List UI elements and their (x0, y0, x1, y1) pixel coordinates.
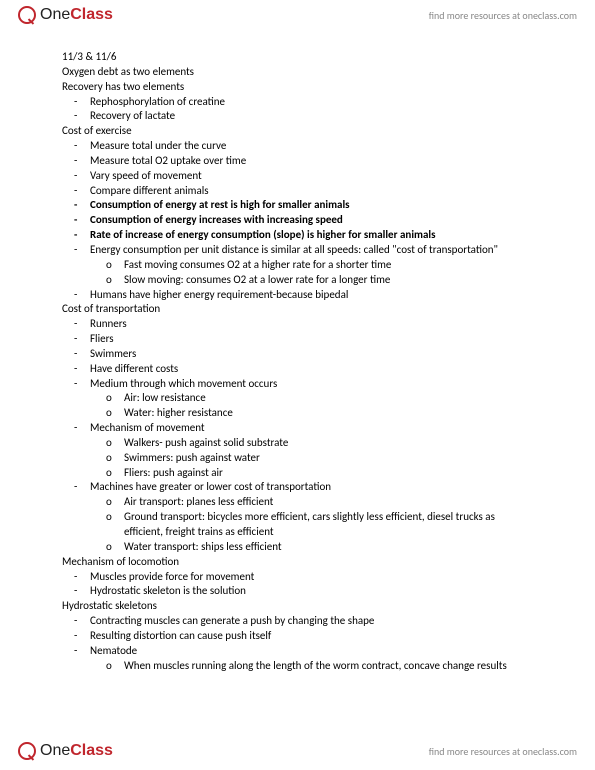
list-item: Machines have greater or lower cost of t… (90, 480, 533, 495)
list-item: Swimmers: push against water (124, 451, 533, 466)
list-recovery: Rephosphorylation of creatine Recovery o… (62, 95, 533, 125)
header: One Class find more resources at oneclas… (0, 0, 595, 30)
header-tagline: find more resources at oneclass.com (429, 9, 577, 22)
brand-class: Class (70, 742, 113, 760)
sublist: Fast moving consumes O2 at a higher rate… (90, 258, 533, 288)
list-cost-transport: Runners Fliers Swimmers Have different c… (62, 317, 533, 555)
list-mechanism-locomotion: Muscles provide force for movement Hydro… (62, 570, 533, 600)
list-item: Runners (90, 317, 533, 332)
list-item: Nematode (90, 644, 533, 659)
sublist: When muscles running along the length of… (90, 659, 533, 674)
list-item: Muscles provide force for movement (90, 570, 533, 585)
list-item: Measure total O2 uptake over time (90, 154, 533, 169)
brand-logo: One Class (18, 6, 113, 24)
brand-class: Class (70, 6, 113, 24)
list-item: Hydrostatic skeleton is the solution (90, 584, 533, 599)
list-item: Swimmers (90, 347, 533, 362)
heading-cost-exercise: Cost of exercise (62, 124, 533, 139)
date-header: 11/3 & 11/6 (62, 50, 533, 65)
list-item: Air transport: planes less efficient (124, 495, 533, 510)
list-item: Consumption of energy at rest is high fo… (90, 198, 533, 213)
list-item: Consumption of energy increases with inc… (90, 213, 533, 228)
list-item: Energy consumption per unit distance is … (90, 243, 533, 258)
list-item: Contracting muscles can generate a push … (90, 614, 533, 629)
footer: One Class find more resources at oneclas… (0, 736, 595, 766)
sublist: Walkers- push against solid substrate Sw… (90, 436, 533, 481)
list-item: Vary speed of movement (90, 169, 533, 184)
list-item: Water transport: ships less efficient (124, 540, 533, 555)
list-item: Water: higher resistance (124, 406, 533, 421)
heading-cost-transport: Cost of transportation (62, 302, 533, 317)
list-item: Mechanism of movement (90, 421, 533, 436)
list-cost-exercise: Measure total under the curve Measure to… (62, 139, 533, 302)
brand-one: One (40, 6, 70, 24)
list-hydrostatic: Contracting muscles can generate a push … (62, 614, 533, 673)
footer-tagline: find more resources at oneclass.com (429, 745, 577, 758)
document-body: 11/3 & 11/6 Oxygen debt as two elements … (0, 30, 595, 693)
heading-hydrostatic: Hydrostatic skeletons (62, 599, 533, 614)
list-item: Slow moving: consumes O2 at a lower rate… (124, 273, 533, 288)
list-item: Fast moving consumes O2 at a higher rate… (124, 258, 533, 273)
list-item: Rate of increase of energy consumption (… (90, 228, 533, 243)
list-item: Have different costs (90, 362, 533, 377)
list-item: Ground transport: bicycles more efficien… (124, 510, 533, 540)
heading-mechanism-locomotion: Mechanism of locomotion (62, 555, 533, 570)
list-item: Measure total under the curve (90, 139, 533, 154)
list-item: Fliers: push against air (124, 466, 533, 481)
list-item: Humans have higher energy requirement-be… (90, 288, 533, 303)
list-item: Resulting distortion can cause push itse… (90, 629, 533, 644)
list-item: Walkers- push against solid substrate (124, 436, 533, 451)
brand-circle-icon (18, 6, 36, 24)
list-item: Fliers (90, 332, 533, 347)
list-item: Compare different animals (90, 184, 533, 199)
list-item: Air: low resistance (124, 391, 533, 406)
heading-oxygen-debt: Oxygen debt as two elements (62, 65, 533, 80)
sublist: Air transport: planes less efficient Gro… (90, 495, 533, 554)
list-item: Recovery of lactate (90, 109, 533, 124)
brand-circle-icon (18, 742, 36, 760)
list-item: When muscles running along the length of… (124, 659, 533, 674)
heading-recovery: Recovery has two elements (62, 80, 533, 95)
brand-one: One (40, 742, 70, 760)
sublist: Air: low resistance Water: higher resist… (90, 391, 533, 421)
brand-logo-footer: One Class (18, 742, 113, 760)
list-item: Medium through which movement occurs (90, 377, 533, 392)
list-item: Rephosphorylation of creatine (90, 95, 533, 110)
